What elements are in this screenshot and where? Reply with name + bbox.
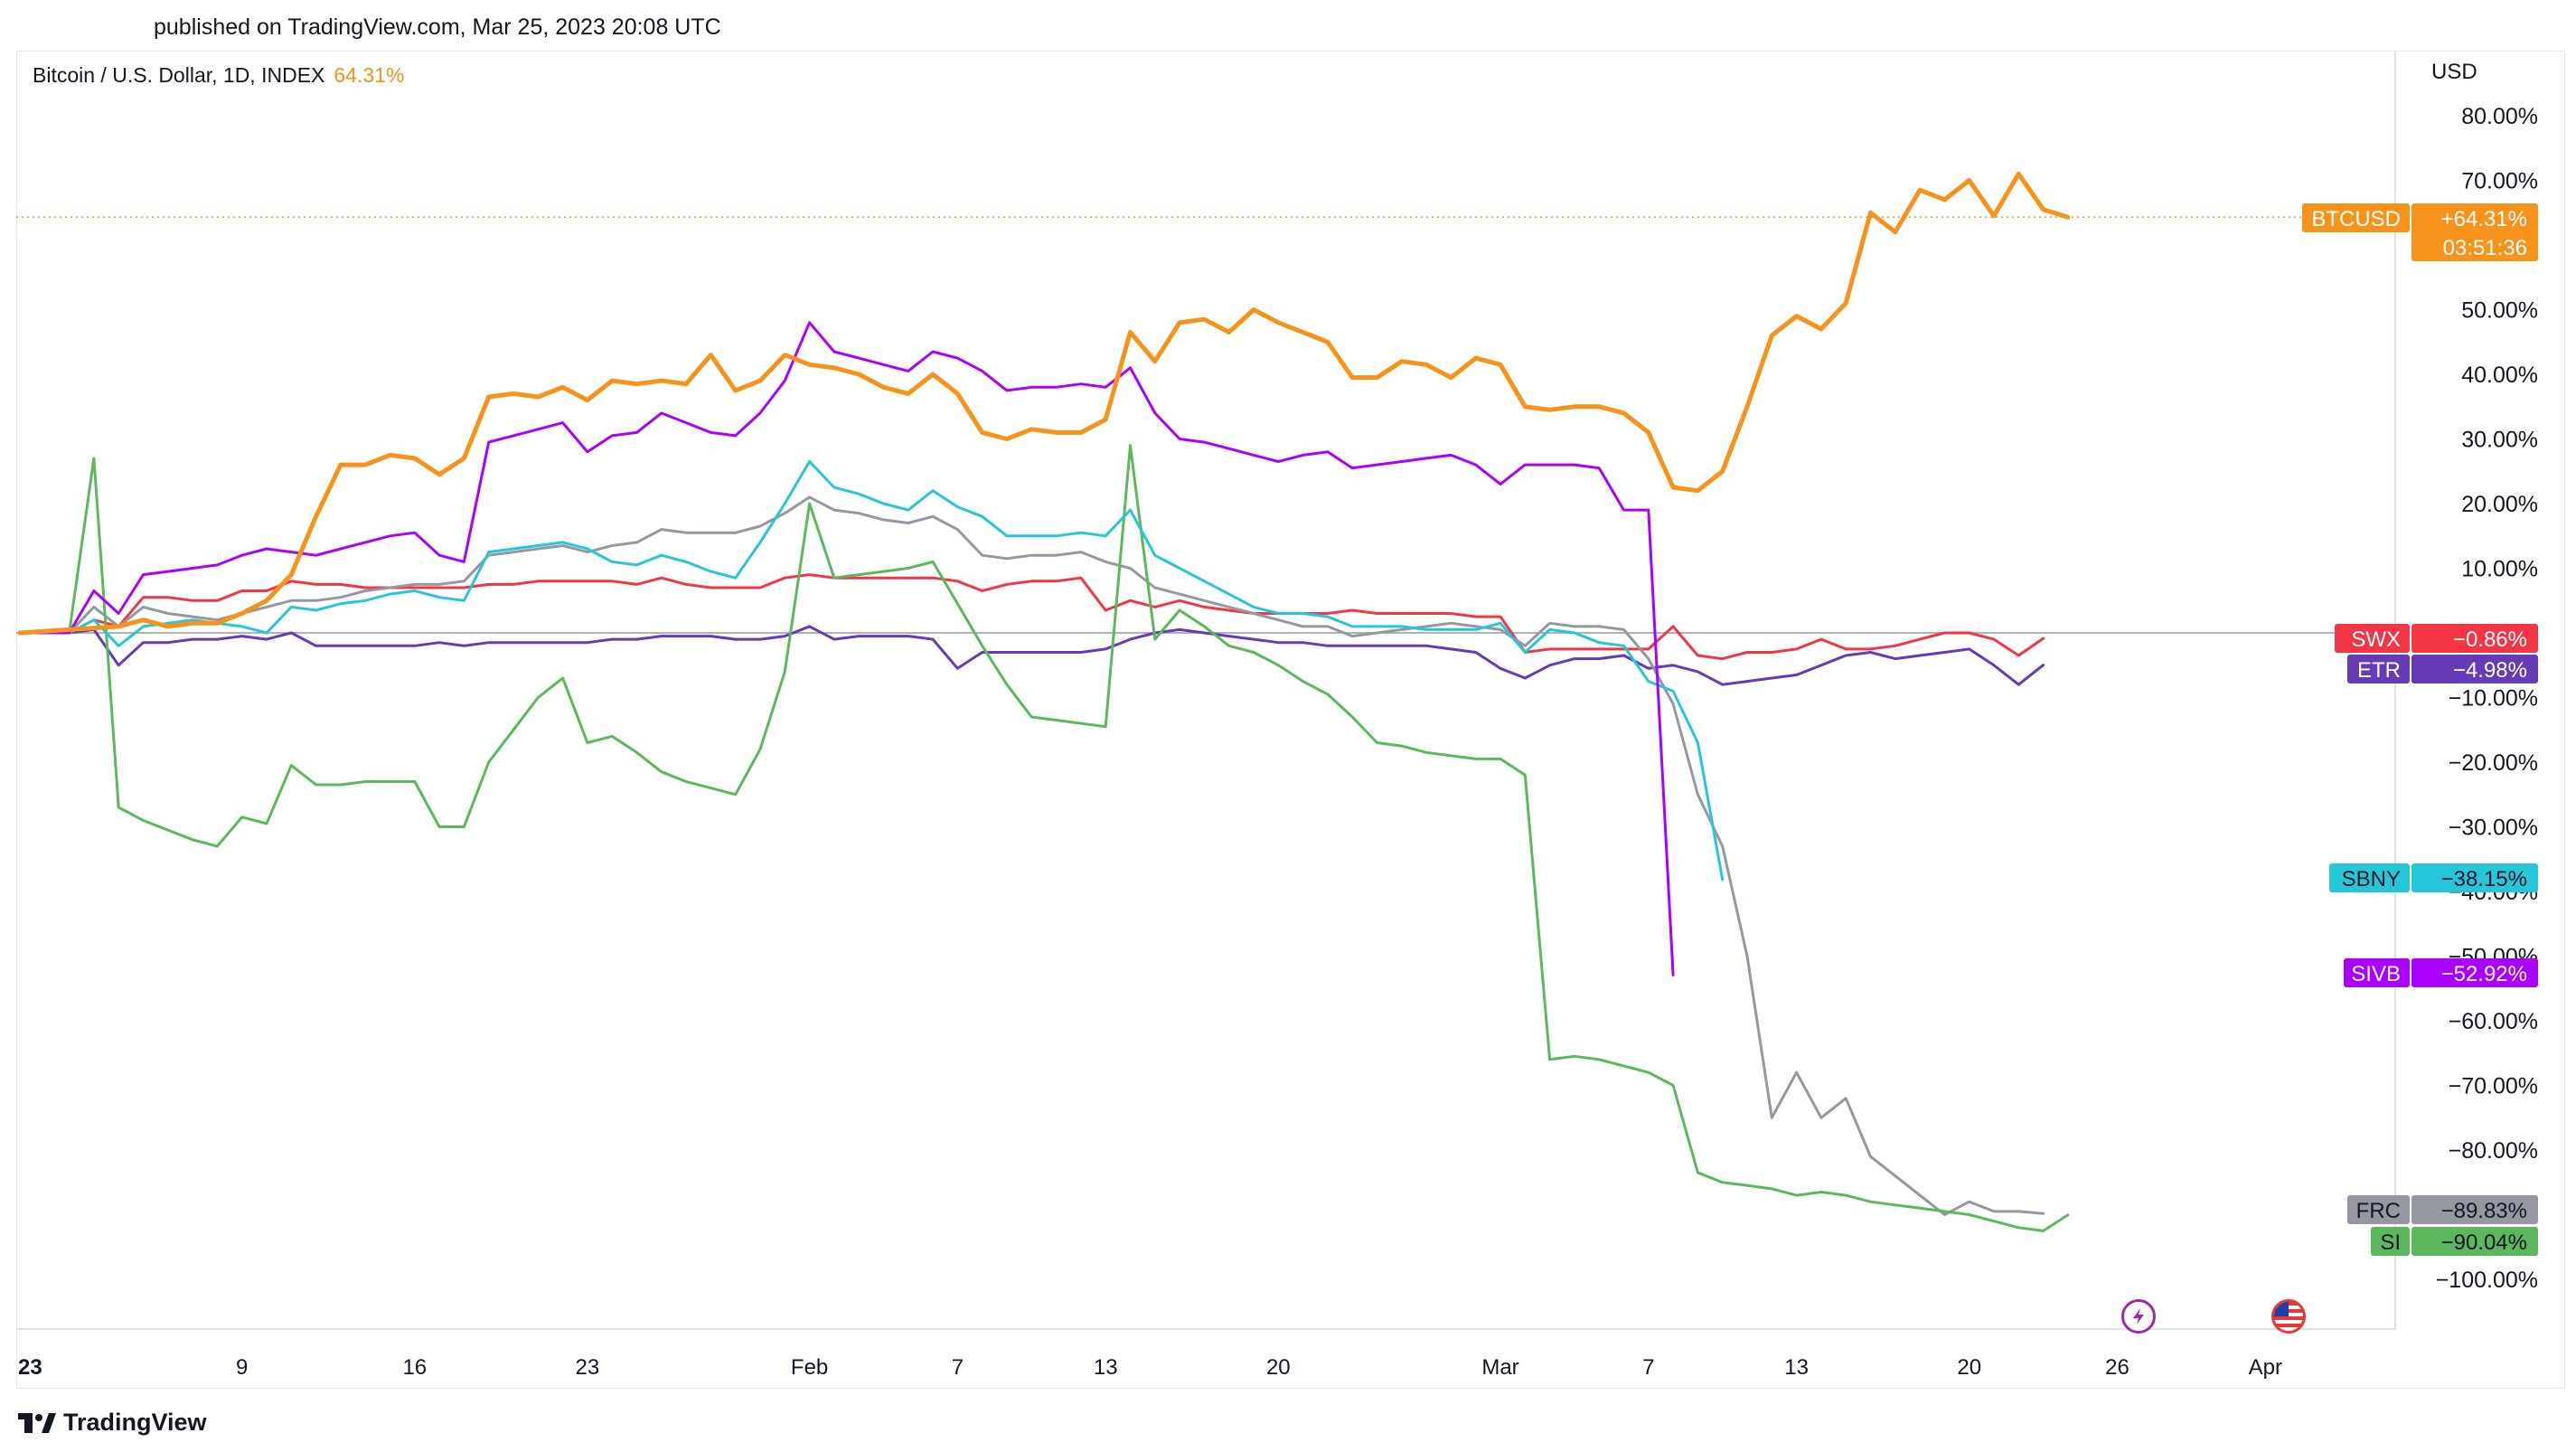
x-tick-label: 26 (2105, 1355, 2129, 1380)
series-last-value: −89.83% (2441, 1199, 2527, 1223)
y-tick-label: 80.00% (2461, 104, 2538, 129)
tradingview-brand: TradingView (63, 1409, 207, 1436)
series-line-sbny[interactable] (18, 460, 1725, 882)
y-tick-label: 40.00% (2461, 363, 2538, 388)
series-tag-name: SIVB (2351, 962, 2401, 986)
x-tick-label: 20 (1266, 1355, 1291, 1380)
series-line-swx[interactable] (18, 573, 2045, 661)
us-flag-icon[interactable] (2271, 1299, 2306, 1334)
series-line-si[interactable] (18, 444, 2070, 1232)
y-tick-label: 70.00% (2461, 169, 2538, 194)
y-tick-label: 30.00% (2461, 428, 2538, 453)
x-tick-label: 23 (18, 1355, 42, 1380)
series-tag-sivb (2344, 958, 2410, 987)
currency-label[interactable]: USD (2431, 60, 2477, 84)
published-note: published on TradingView.com, Mar 25, 20… (154, 14, 721, 40)
series-tag-name: BTCUSD (2311, 207, 2401, 231)
chart-legend: Bitcoin / U.S. Dollar, 1D, INDEX 64.31% (33, 63, 404, 88)
series-value-box (2411, 958, 2538, 987)
x-tick-label: 13 (1784, 1355, 1809, 1380)
y-tick-label: −60.00% (2449, 1009, 2538, 1034)
series-tag-name: ETR (2357, 658, 2401, 683)
tradingview-logo[interactable]: TradingView (18, 1409, 207, 1437)
series-value-box (2411, 1227, 2538, 1256)
btc-countdown: 03:51:36 (2443, 236, 2527, 260)
series-line-etr[interactable] (18, 625, 2045, 686)
series-tag-frc (2347, 1195, 2410, 1224)
series-tag-name: SWX (2351, 627, 2401, 652)
series-last-value: −4.98% (2453, 658, 2527, 683)
x-tick-label: 13 (1094, 1355, 1118, 1380)
series-last-value: −0.86% (2453, 627, 2527, 652)
series-tag-name: FRC (2356, 1199, 2401, 1223)
x-tick-label: 9 (236, 1355, 248, 1380)
series-value-box (2411, 624, 2538, 653)
series-line-btcusd[interactable] (17, 171, 2071, 636)
y-tick-label: −20.00% (2449, 750, 2538, 776)
y-tick-label: 20.00% (2461, 492, 2538, 517)
lightning-icon[interactable] (2121, 1299, 2156, 1334)
x-tick-label: Feb (791, 1355, 828, 1380)
legend-value: 64.31% (334, 63, 405, 87)
x-tick-label: 23 (576, 1355, 600, 1380)
y-tick-label: −10.00% (2449, 686, 2538, 712)
series-tag-name: SI (2380, 1230, 2401, 1255)
x-tick-label: Apr (2249, 1355, 2282, 1380)
series-line-sivb[interactable] (18, 321, 1675, 976)
y-tick-label: −70.00% (2449, 1074, 2538, 1099)
y-tick-label: −80.00% (2449, 1138, 2538, 1164)
series-value-box (2411, 203, 2538, 261)
x-tick-label: 7 (952, 1355, 964, 1380)
series-tag-sbny (2329, 863, 2410, 892)
series-last-value: −38.15% (2441, 867, 2527, 891)
series-line-frc[interactable] (18, 495, 2045, 1216)
series-last-value: −52.92% (2441, 962, 2527, 986)
chart-frame (16, 51, 2565, 1389)
x-tick-label: 20 (1957, 1355, 1981, 1380)
series-last-value: +64.31% (2441, 207, 2527, 231)
series-tag-si (2371, 1227, 2410, 1256)
series-value-box (2411, 655, 2538, 684)
x-tick-label: 7 (1642, 1355, 1654, 1380)
tradingview-logo-icon (18, 1412, 56, 1433)
series-tag-swx (2335, 624, 2410, 653)
y-tick-label: 10.00% (2461, 557, 2538, 582)
y-tick-label: 50.00% (2461, 298, 2538, 324)
x-tick-label: 16 (402, 1355, 427, 1380)
series-last-value: −90.04% (2441, 1230, 2527, 1255)
x-tick-label: Mar (1481, 1355, 1518, 1380)
series-tag-etr (2347, 655, 2410, 684)
series-value-box (2411, 863, 2538, 892)
y-tick-label: −30.00% (2449, 816, 2538, 841)
legend-symbol: Bitcoin / U.S. Dollar, 1D, INDEX (33, 63, 325, 87)
series-value-box (2411, 1195, 2538, 1224)
y-tick-label: −100.00% (2436, 1268, 2538, 1293)
series-tag-name: SBNY (2342, 867, 2401, 891)
series-tag-btcusd (2302, 203, 2410, 232)
